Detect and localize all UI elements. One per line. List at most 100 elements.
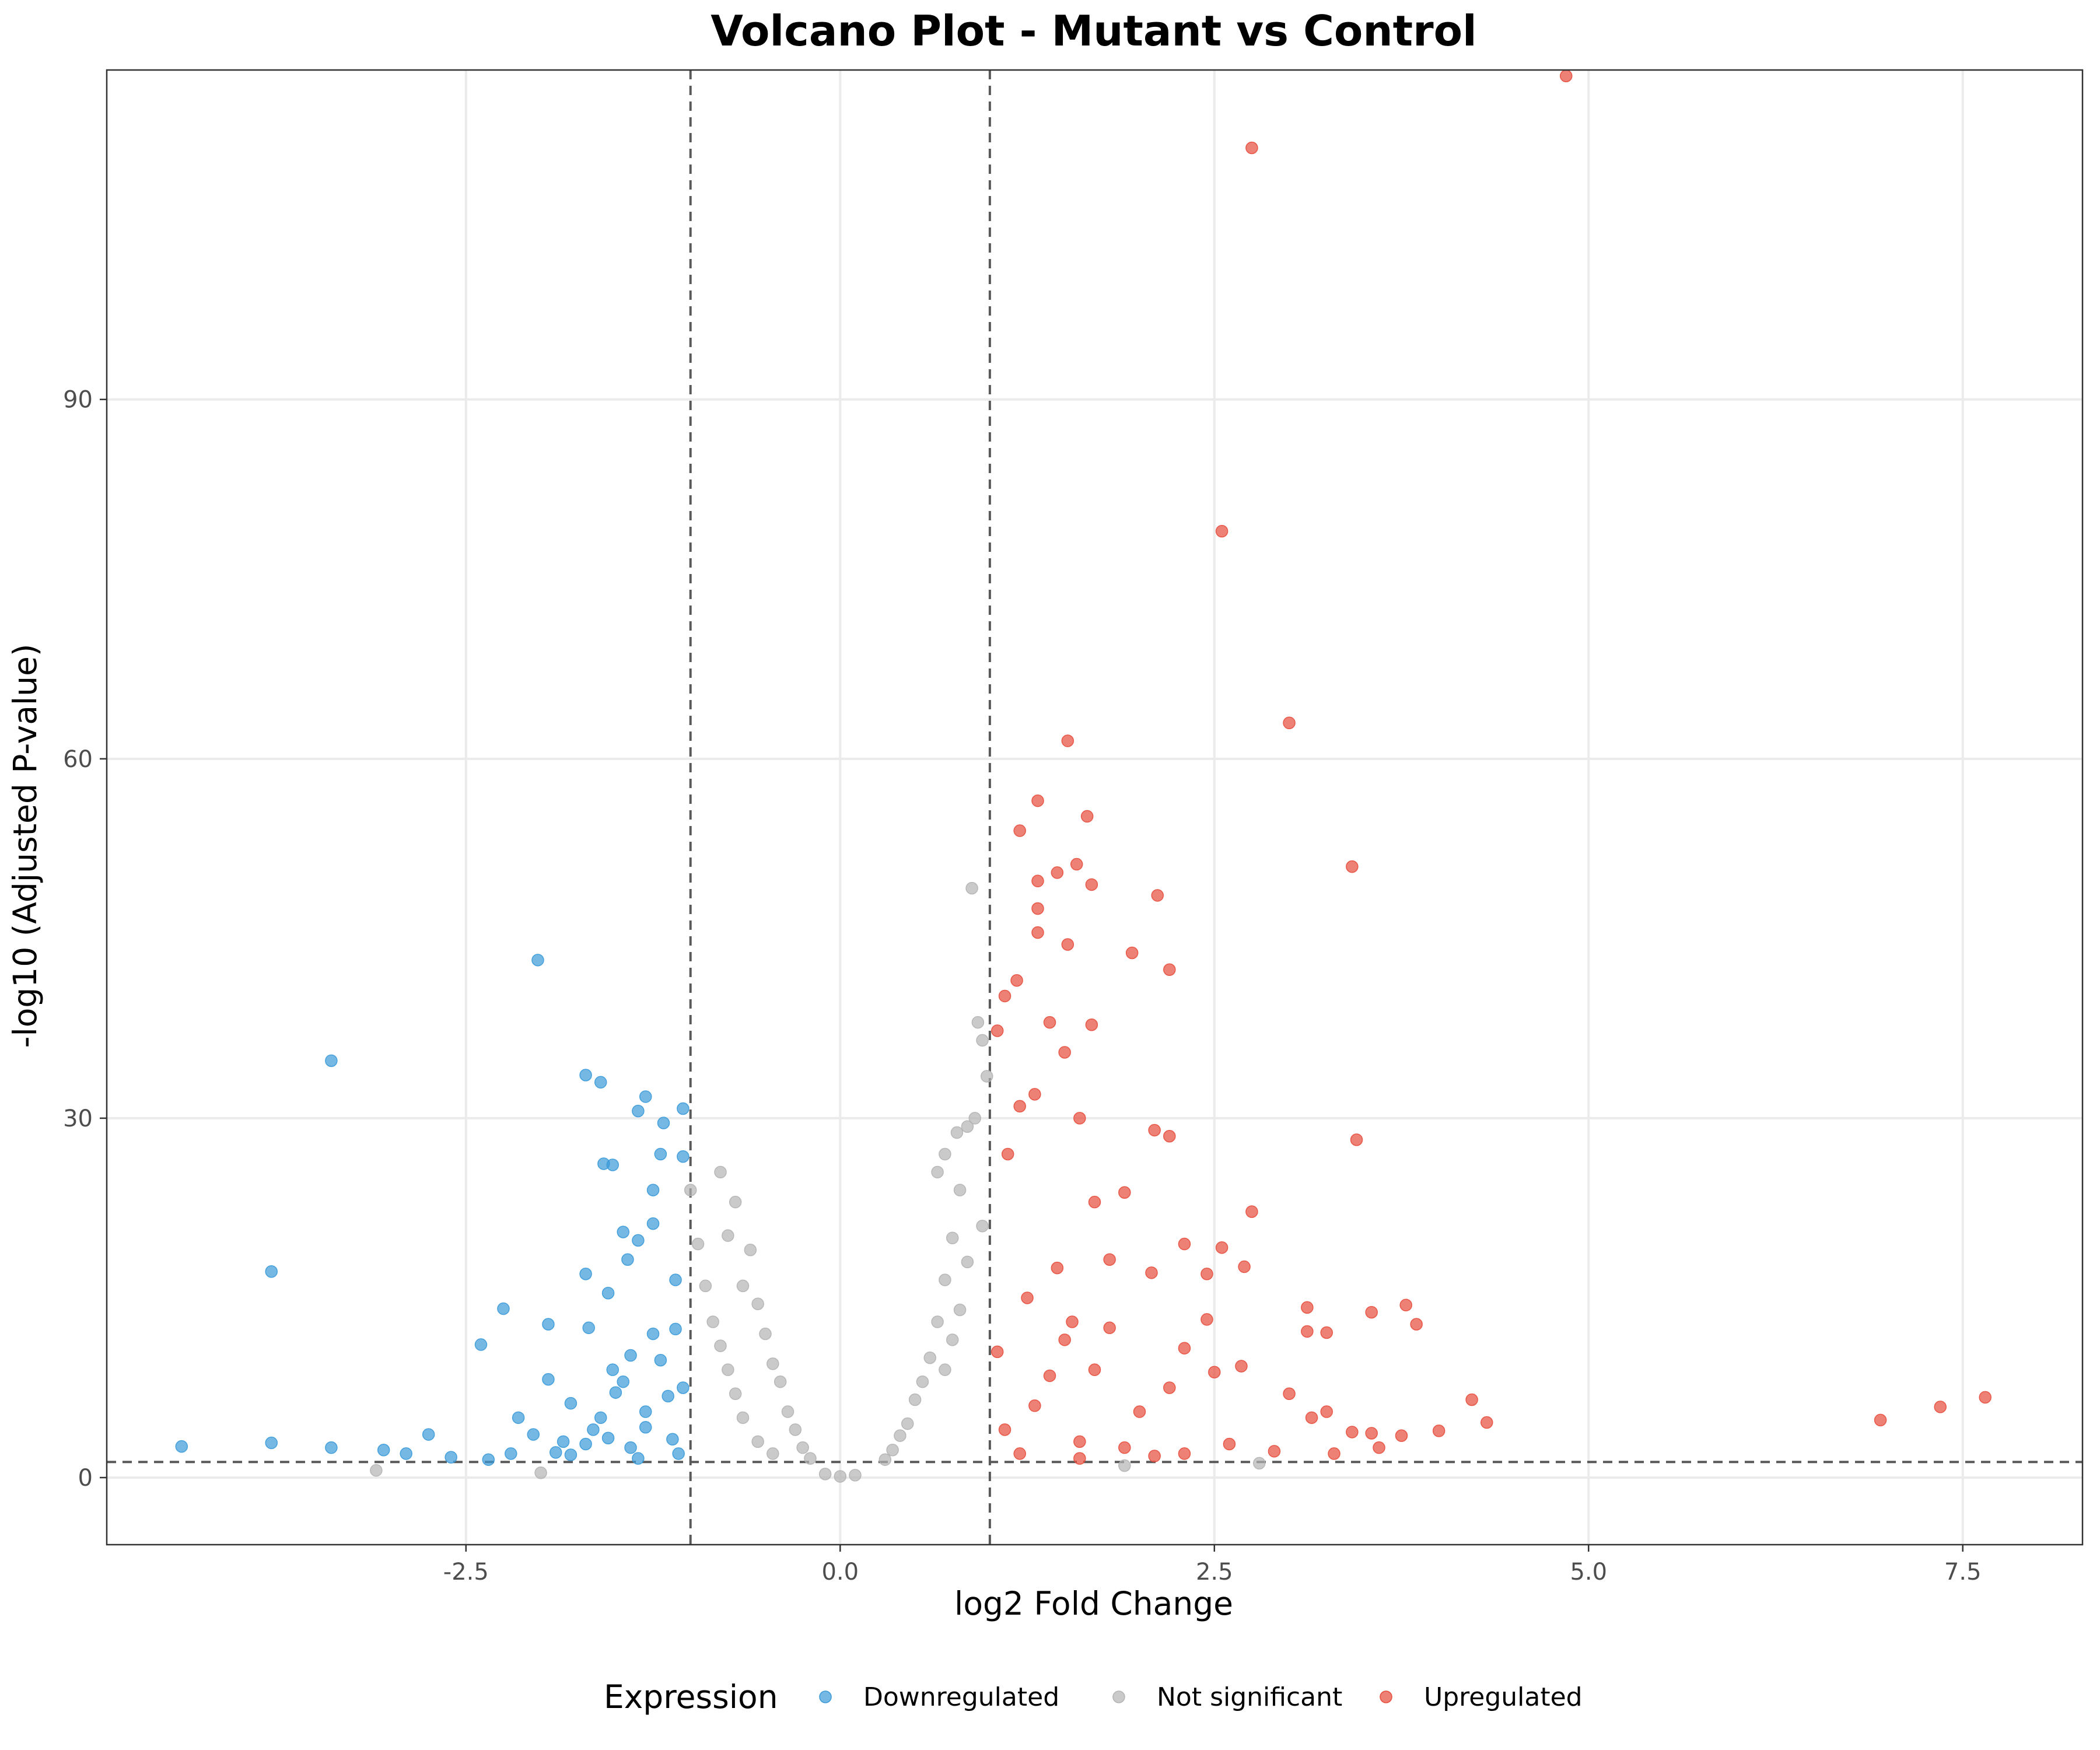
data-point	[699, 1279, 712, 1293]
data-point	[325, 1054, 338, 1068]
data-point	[1874, 1413, 1887, 1427]
data-point	[669, 1322, 682, 1336]
data-point	[1215, 1241, 1228, 1254]
series-not-significant	[370, 881, 1266, 1483]
data-point	[1013, 824, 1026, 837]
series-downregulated	[175, 954, 690, 1466]
data-point	[654, 1353, 667, 1367]
data-point	[1066, 1315, 1079, 1328]
x-tick-label: 2.5	[1196, 1559, 1233, 1586]
data-point	[998, 989, 1012, 1003]
data-point	[639, 1405, 652, 1418]
data-point	[512, 1411, 525, 1424]
data-point	[534, 1466, 547, 1479]
y-axis-label: -log10 (Adjusted P-value)	[6, 644, 44, 1048]
data-point	[789, 1423, 802, 1436]
data-point	[606, 1363, 620, 1376]
data-point	[1346, 1426, 1359, 1438]
data-point	[939, 1147, 951, 1161]
data-point	[1028, 1088, 1041, 1101]
legend-label: Downregulated	[863, 1682, 1059, 1712]
data-point	[946, 1334, 959, 1346]
data-point	[1125, 946, 1139, 960]
legend-label: Not significant	[1157, 1682, 1342, 1712]
data-point	[684, 1184, 697, 1196]
data-point	[1031, 926, 1044, 939]
data-point	[729, 1387, 742, 1400]
data-point	[1268, 1445, 1281, 1458]
data-point	[736, 1279, 750, 1293]
data-point	[1178, 1342, 1191, 1354]
data-point	[931, 1166, 944, 1179]
data-point	[1215, 524, 1228, 538]
data-point	[1163, 963, 1176, 977]
data-point	[669, 1273, 682, 1286]
data-point	[1373, 1441, 1385, 1454]
data-point	[722, 1229, 734, 1242]
x-axis-label: log2 Fold Change	[954, 1585, 1233, 1622]
data-point	[646, 1184, 660, 1196]
y-tick-label: 90	[63, 387, 93, 414]
data-point	[422, 1428, 435, 1441]
data-point	[1235, 1360, 1248, 1373]
legend-label: Upregulated	[1424, 1682, 1583, 1712]
data-point	[1301, 1325, 1314, 1338]
data-point	[714, 1166, 727, 1179]
data-point	[654, 1147, 667, 1161]
data-point	[579, 1268, 592, 1280]
data-point	[1365, 1306, 1378, 1319]
data-point	[1145, 1266, 1158, 1279]
data-point	[1001, 1147, 1014, 1161]
data-point	[1283, 716, 1296, 729]
data-point	[1395, 1429, 1408, 1442]
legend-item: Not significant	[1112, 1682, 1342, 1712]
data-point	[1245, 1205, 1258, 1218]
data-point	[1013, 1100, 1026, 1113]
data-point	[677, 1150, 690, 1163]
legend-item: Downregulated	[819, 1682, 1059, 1712]
legend: Expression Downregulated Not significant U…	[604, 1678, 1583, 1716]
data-point	[1058, 1334, 1071, 1346]
data-point	[1051, 866, 1064, 879]
data-point	[1238, 1260, 1251, 1273]
x-tick-label: 5.0	[1570, 1559, 1607, 1586]
data-point	[1200, 1313, 1213, 1326]
data-point	[1178, 1237, 1191, 1251]
data-point	[542, 1373, 555, 1386]
data-point	[1051, 1261, 1064, 1275]
data-point	[632, 1104, 645, 1118]
data-point	[1245, 141, 1258, 155]
data-point	[1031, 794, 1044, 807]
data-point	[818, 1468, 832, 1480]
data-point	[1080, 810, 1094, 823]
data-point	[849, 1469, 862, 1482]
grid-lines	[107, 70, 2082, 1545]
data-point	[766, 1447, 779, 1460]
y-tick-label: 0	[78, 1465, 93, 1492]
data-point	[582, 1321, 595, 1335]
data-point	[639, 1420, 652, 1434]
data-point	[624, 1441, 637, 1454]
data-point	[1163, 1381, 1176, 1394]
data-point	[774, 1375, 787, 1388]
data-point	[594, 1411, 607, 1424]
data-point	[1320, 1326, 1333, 1339]
data-point	[1148, 1450, 1161, 1462]
data-point	[370, 1464, 383, 1477]
data-point	[1043, 1016, 1056, 1029]
data-point	[564, 1396, 578, 1410]
x-tick-label: 0.0	[821, 1559, 859, 1586]
legend-marker	[1380, 1690, 1392, 1703]
data-point	[1085, 878, 1098, 891]
chart-title: Volcano Plot - Mutant vs Control	[710, 6, 1476, 55]
data-point	[1151, 889, 1164, 902]
data-point	[931, 1315, 944, 1328]
data-point	[1088, 1195, 1101, 1209]
data-point	[1073, 1112, 1086, 1125]
data-point	[916, 1375, 929, 1388]
legend-marker	[819, 1690, 832, 1703]
data-point	[1410, 1318, 1423, 1331]
data-point	[609, 1386, 622, 1399]
data-point	[556, 1435, 570, 1448]
